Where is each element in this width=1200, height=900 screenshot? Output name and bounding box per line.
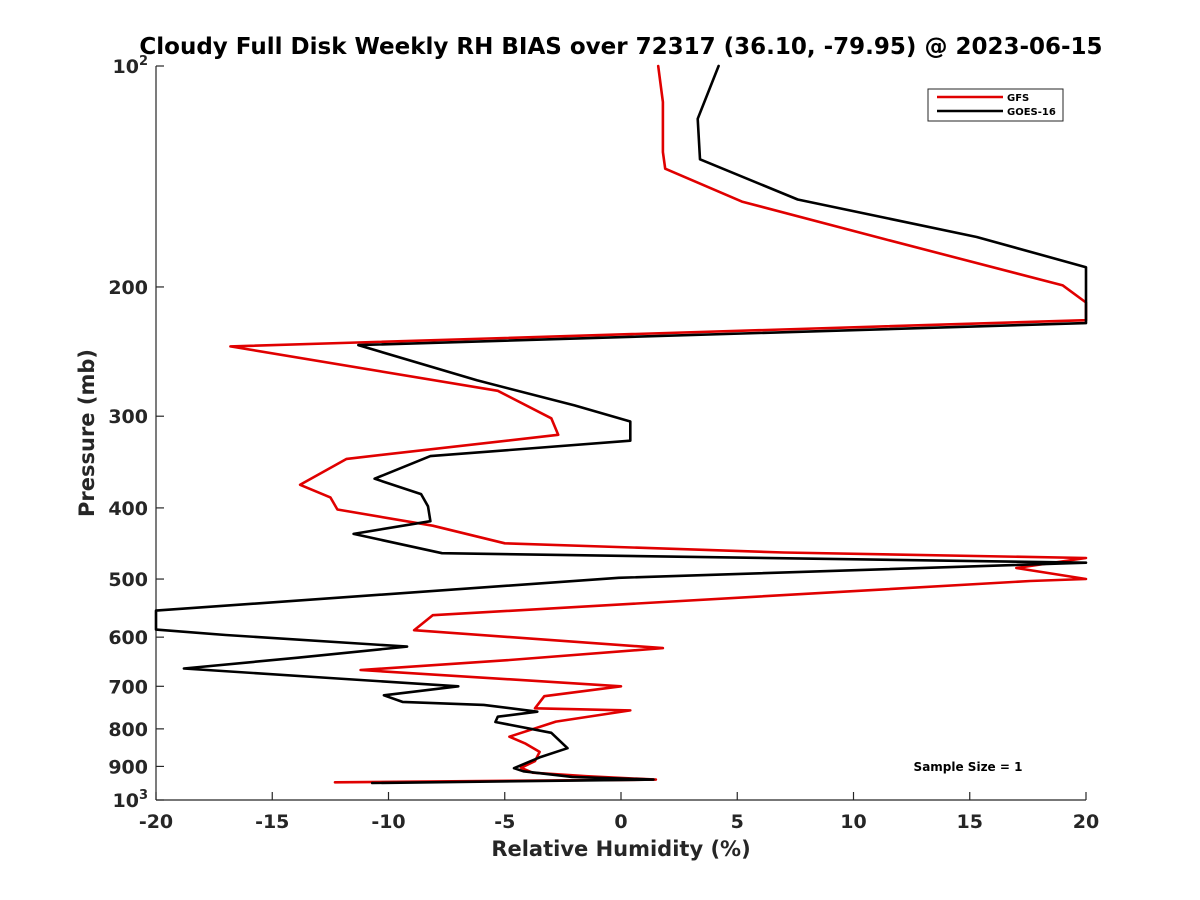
y-tick-label: 200 — [108, 277, 148, 299]
y-tick-label: 103 — [113, 788, 149, 812]
series-lines — [154, 64, 1088, 785]
y-tick-label: 800 — [108, 719, 148, 741]
y-tick-label: 700 — [108, 676, 148, 698]
y-axis-label: Pressure (mb) — [75, 349, 99, 517]
x-tick-label: -15 — [255, 811, 289, 833]
series-line-goes-16 — [154, 64, 1088, 785]
y-tick-label: 102 — [113, 54, 149, 78]
x-tick-label: -5 — [494, 811, 515, 833]
x-tick-label: 5 — [731, 811, 744, 833]
x-tick-label: 15 — [957, 811, 983, 833]
x-tick-label: -20 — [139, 811, 173, 833]
y-tick-label: 400 — [108, 498, 148, 520]
x-tick-label: 10 — [840, 811, 866, 833]
y-ticks: 102 200 300 400 500 600 700 800 900 103 — [108, 54, 164, 812]
y-tick-label: 600 — [108, 627, 148, 649]
y-tick-label: 900 — [108, 756, 148, 778]
legend-label-goes16: GOES-16 — [1007, 107, 1056, 118]
sample-size-annotation: Sample Size = 1 — [914, 760, 1023, 774]
chart-title: Cloudy Full Disk Weekly RH BIAS over 723… — [139, 34, 1102, 60]
x-tick-label: -10 — [371, 811, 405, 833]
x-axis-label: Relative Humidity (%) — [491, 837, 750, 861]
legend: GFS GOES-16 — [927, 88, 1064, 122]
legend-label-gfs: GFS — [1007, 93, 1029, 104]
legend-box — [927, 88, 1064, 122]
x-tick-label: 0 — [614, 811, 627, 833]
y-tick-label: 300 — [108, 406, 148, 428]
y-tick-label: 500 — [108, 569, 148, 591]
x-tick-label: 20 — [1073, 811, 1099, 833]
x-ticks: -20 -15 -10 -5 0 5 10 15 20 — [139, 792, 1099, 833]
